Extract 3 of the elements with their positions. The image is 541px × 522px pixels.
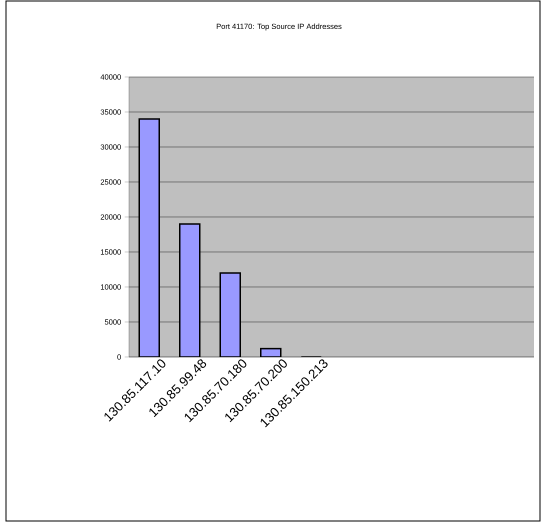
bar (220, 272, 242, 357)
bar (138, 118, 160, 357)
bar (179, 223, 200, 357)
